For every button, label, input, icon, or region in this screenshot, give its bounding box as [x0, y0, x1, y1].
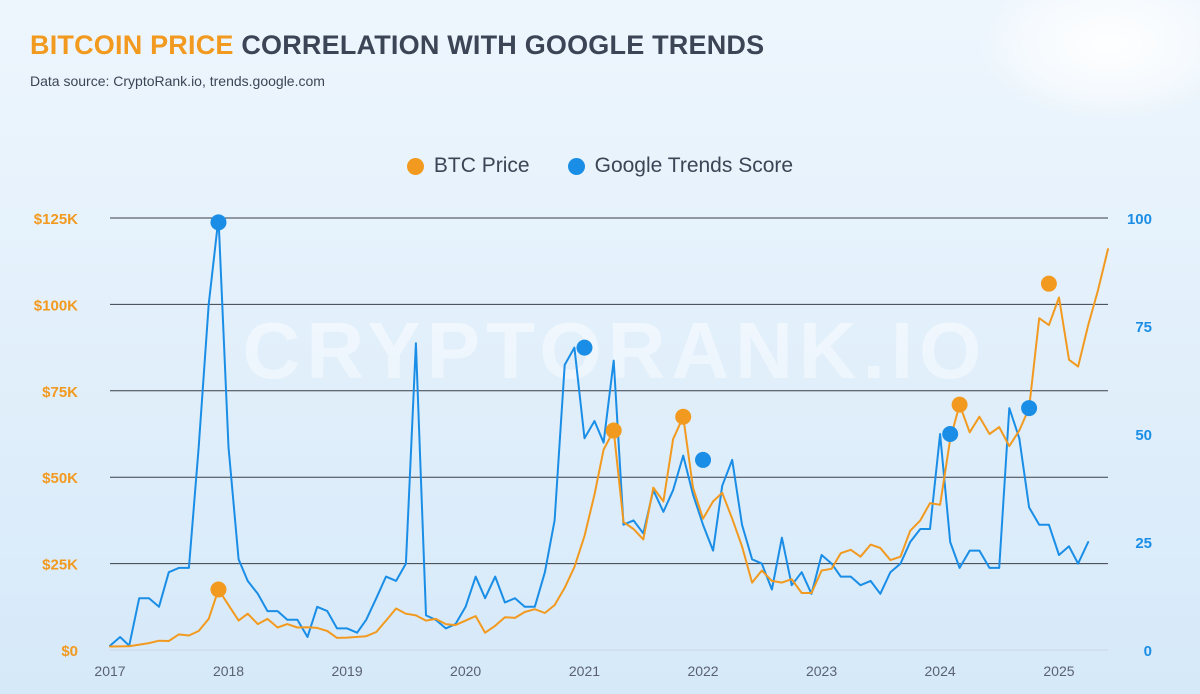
x-tick-label: 2020 [450, 663, 481, 679]
legend-label-google-trends: Google Trends Score [594, 154, 794, 177]
peak-marker-google-trends [695, 451, 712, 468]
x-tick-label: 2017 [94, 663, 125, 679]
legend-dot-btc-price [406, 157, 424, 175]
peak-marker-btc-price [951, 396, 968, 413]
y-right-tick-label: 50 [1135, 427, 1152, 444]
x-tick-label: 2018 [213, 663, 244, 679]
y-right-tick-label: 75 [1135, 319, 1152, 336]
y-right-tick-label: 25 [1135, 535, 1152, 552]
legend-dot-google-trends [567, 157, 585, 175]
peak-marker-btc-price [605, 422, 622, 439]
legend-label-btc-price: BTC Price [433, 154, 530, 177]
legend-item-btc-price: BTC Price [406, 154, 530, 178]
series-line-google-trends [109, 217, 1090, 647]
y-left-tick-label: $25K [42, 557, 78, 574]
x-tick-label: 2021 [569, 663, 600, 679]
peak-marker-btc-price [1040, 275, 1057, 292]
peak-marker-google-trends [576, 339, 593, 356]
y-left-tick-label: $0 [61, 643, 78, 660]
legend-item-google-trends: Google Trends Score [567, 154, 794, 178]
y-right-tick-label: 0 [1144, 643, 1152, 660]
x-tick-label: 2022 [687, 663, 718, 679]
peak-marker-google-trends [1021, 400, 1038, 417]
y-left-tick-label: $100K [34, 297, 78, 314]
y-left-tick-label: $50K [42, 470, 78, 487]
x-tick-label: 2019 [331, 663, 362, 679]
title-rest: CORRELATION WITH GOOGLE TRENDS [241, 30, 765, 60]
x-tick-label: 2025 [1043, 663, 1074, 679]
chart-legend: BTC Price Google Trends Score [0, 154, 1200, 178]
y-right-tick-label: 100 [1127, 211, 1152, 228]
peak-marker-google-trends [210, 214, 227, 231]
x-tick-label: 2024 [925, 663, 956, 679]
page-title: BITCOIN PRICE CORRELATION WITH GOOGLE TR… [30, 30, 764, 61]
x-tick-label: 2023 [806, 663, 837, 679]
y-left-tick-label: $75K [42, 384, 78, 401]
series-line-btc-price [109, 248, 1109, 648]
peak-marker-btc-price [675, 408, 692, 425]
y-left-tick-label: $125K [34, 211, 78, 228]
peak-marker-google-trends [942, 426, 959, 442]
data-source-subtitle: Data source: CryptoRank.io, trends.googl… [30, 73, 325, 89]
peak-marker-btc-price [210, 581, 227, 598]
title-accent: BITCOIN PRICE [30, 30, 234, 60]
